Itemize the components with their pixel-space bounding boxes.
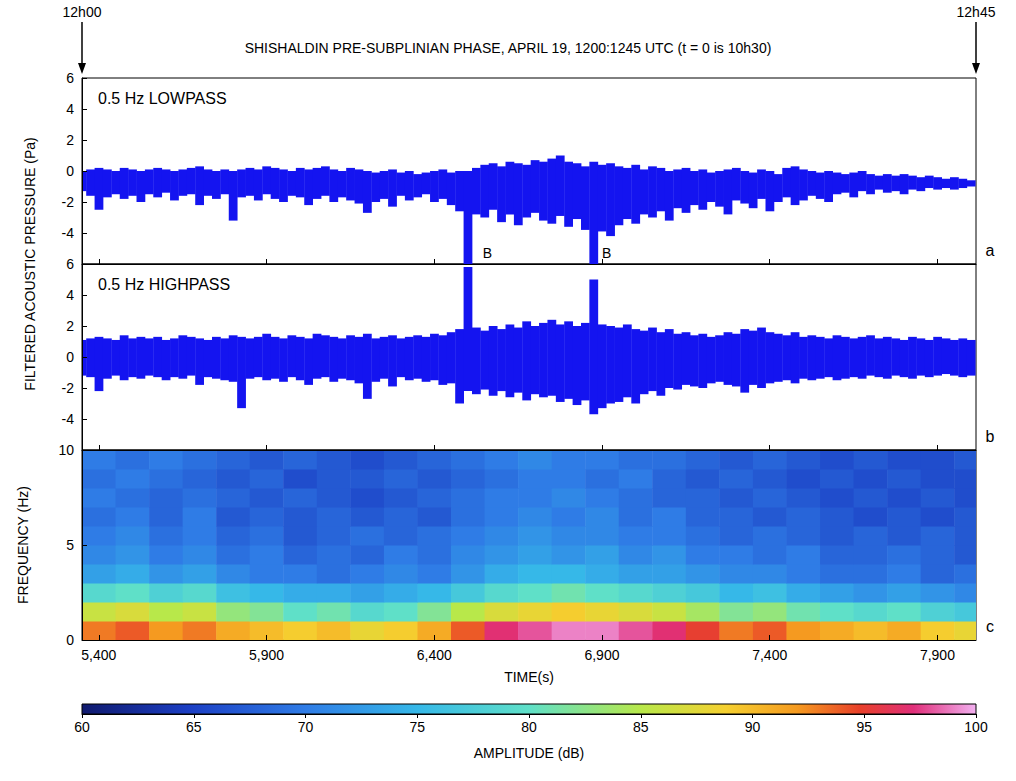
svg-text:6,400: 6,400 [417,647,452,663]
svg-text:10: 10 [58,442,74,458]
svg-text:12h00: 12h00 [63,4,102,20]
svg-text:7,900: 7,900 [920,647,955,663]
svg-text:a: a [986,242,995,259]
svg-text:FREQUENCY (Hz): FREQUENCY (Hz) [15,486,31,604]
svg-text:100: 100 [964,719,988,735]
svg-text:5,900: 5,900 [249,647,284,663]
svg-text:SHISHALDIN PRE-SUBPLINIAN PHAS: SHISHALDIN PRE-SUBPLINIAN PHASE, APRIL 1… [245,40,772,56]
svg-text:AMPLITUDE (dB): AMPLITUDE (dB) [474,745,584,761]
svg-text:-4: -4 [62,225,75,241]
svg-text:B: B [602,245,611,261]
svg-text:2: 2 [66,318,74,334]
svg-text:65: 65 [186,719,202,735]
svg-text:6: 6 [66,70,74,86]
svg-text:TIME(s): TIME(s) [504,669,554,685]
svg-text:75: 75 [409,719,425,735]
svg-text:80: 80 [521,719,537,735]
svg-text:-2: -2 [62,380,75,396]
svg-text:4: 4 [66,101,74,117]
svg-text:5: 5 [66,537,74,553]
svg-text:70: 70 [298,719,314,735]
svg-text:12h45: 12h45 [957,4,996,20]
svg-text:0: 0 [66,349,74,365]
svg-text:90: 90 [745,719,761,735]
svg-text:-4: -4 [62,411,75,427]
svg-text:6: 6 [66,256,74,272]
svg-text:4: 4 [66,287,74,303]
svg-text:B: B [483,245,492,261]
svg-text:60: 60 [74,719,90,735]
svg-text:-2: -2 [62,194,75,210]
svg-text:b: b [986,428,995,445]
svg-text:2: 2 [66,132,74,148]
svg-text:7,400: 7,400 [752,647,787,663]
svg-text:FILTERED ACOUSTIC PRESSURE (Pa: FILTERED ACOUSTIC PRESSURE (Pa) [22,137,38,390]
svg-text:95: 95 [856,719,872,735]
svg-text:0: 0 [66,163,74,179]
svg-text:6,900: 6,900 [584,647,619,663]
svg-text:5,400: 5,400 [81,647,116,663]
svg-text:0: 0 [66,632,74,648]
svg-text:85: 85 [633,719,649,735]
svg-text:0.5 Hz HIGHPASS: 0.5 Hz HIGHPASS [98,276,230,293]
svg-text:0.5 Hz LOWPASS: 0.5 Hz LOWPASS [98,90,227,107]
svg-text:c: c [986,618,994,635]
